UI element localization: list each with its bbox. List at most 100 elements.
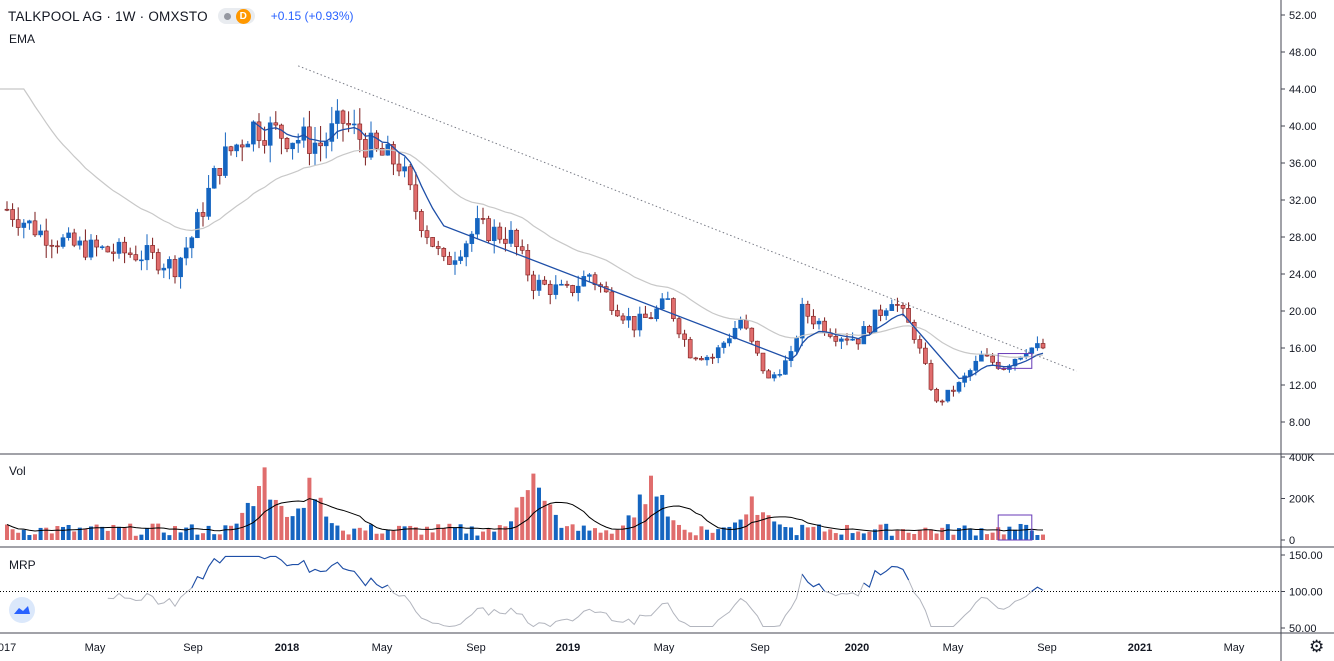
candle-body	[581, 276, 587, 287]
volume-bar	[402, 526, 407, 540]
volume-bar	[83, 528, 88, 540]
candle-body	[55, 245, 60, 248]
volume-bar	[290, 516, 295, 540]
volume-bar	[464, 533, 469, 540]
candle-body	[239, 144, 245, 148]
volume-bar	[458, 524, 463, 540]
candle-body	[682, 333, 687, 340]
candle-body	[738, 320, 743, 329]
tradingview-logo-icon[interactable]	[9, 597, 35, 623]
candle-body	[183, 247, 189, 259]
volume-bar	[716, 529, 721, 540]
candle-body	[788, 351, 794, 361]
candle-body	[923, 347, 928, 364]
candle-body	[839, 338, 844, 342]
candle-body	[94, 239, 99, 248]
symbol-title[interactable]: TALKPOOL AG · 1W · OMXSTO	[8, 8, 208, 24]
volume-indicator-label[interactable]: Vol	[9, 464, 26, 478]
candle-body	[575, 285, 581, 293]
candle-body	[307, 126, 312, 154]
volume-bar	[1035, 535, 1040, 540]
candle-body	[4, 208, 10, 211]
volume-bar	[895, 530, 900, 540]
volume-bar	[721, 527, 726, 540]
ema-indicator-label[interactable]: EMA	[9, 32, 36, 46]
volume-bar	[542, 500, 547, 540]
volume-bar	[268, 499, 273, 540]
volume-bar	[649, 475, 653, 540]
volume-bar	[811, 526, 816, 540]
y-tick-label: 44.00	[1289, 84, 1317, 96]
candle-body	[262, 140, 267, 146]
volume-bar	[665, 516, 670, 540]
volume-bar	[178, 532, 183, 540]
candle-body	[637, 313, 643, 331]
volume-bar	[391, 530, 396, 540]
volume-bar	[755, 514, 760, 540]
volume-bar	[985, 534, 989, 540]
mrp-indicator-label[interactable]: MRP	[9, 558, 36, 572]
candle-body	[469, 233, 475, 244]
candle-body	[391, 144, 396, 165]
volume-bar	[217, 534, 222, 540]
volume-bar	[861, 533, 866, 540]
volume-bar	[122, 527, 127, 540]
volume-bar	[805, 527, 810, 540]
volume-bar	[1024, 524, 1029, 540]
candle-body	[10, 209, 15, 220]
candle-body	[99, 246, 105, 249]
candle-body	[911, 322, 917, 340]
candle-body	[206, 187, 211, 217]
x-tick-label: Sep	[466, 642, 486, 654]
ema-slow-line	[0, 88, 1044, 358]
volume-bar	[279, 505, 284, 540]
mrp-tick-label: 150.00	[1289, 550, 1323, 562]
volume-bar	[5, 524, 9, 540]
settings-gear-icon[interactable]: ⚙	[1309, 637, 1325, 656]
volume-bar	[49, 533, 54, 540]
volume-bar	[990, 532, 995, 540]
candle-body	[200, 212, 206, 217]
candle-body	[743, 320, 749, 329]
candle-body	[811, 315, 816, 325]
market-status-pill[interactable]: D	[217, 8, 255, 24]
candle-body	[351, 123, 357, 126]
candle-body	[945, 389, 951, 402]
volume-bar	[55, 526, 60, 540]
volume-bar	[839, 534, 844, 540]
volume-bar	[189, 524, 194, 540]
volume-bar	[643, 504, 648, 540]
volume-bar	[727, 526, 732, 540]
x-tick-label: Sep	[750, 642, 770, 654]
x-tick-label: May	[943, 642, 964, 654]
volume-bar	[33, 534, 37, 540]
candle-body	[615, 310, 620, 317]
candle-body	[178, 257, 183, 278]
volume-bar	[229, 525, 233, 540]
candle-body	[727, 338, 732, 344]
candle-body	[290, 142, 295, 150]
volume-bar	[940, 527, 945, 540]
volume-tick-label: 0	[1289, 535, 1295, 547]
candle-body	[693, 357, 699, 360]
candle-body	[329, 123, 335, 142]
volume-bar	[492, 531, 497, 540]
volume-bar	[206, 525, 211, 540]
candle-body	[301, 126, 307, 141]
candle-body	[844, 338, 850, 341]
volume-bar	[430, 532, 435, 540]
volume-bar	[553, 514, 558, 540]
candle-body	[626, 316, 631, 321]
volume-bar	[419, 534, 424, 540]
volume-bar	[934, 533, 939, 540]
volume-highlight-box	[997, 514, 1033, 541]
volume-bar	[436, 524, 441, 540]
volume-bar	[604, 530, 609, 540]
volume-bar	[301, 507, 306, 540]
candle-body	[659, 298, 665, 310]
x-tick-label: 2020	[845, 642, 869, 654]
volume-bar	[733, 522, 737, 540]
candle-body	[374, 132, 379, 149]
candle-body	[799, 303, 805, 339]
